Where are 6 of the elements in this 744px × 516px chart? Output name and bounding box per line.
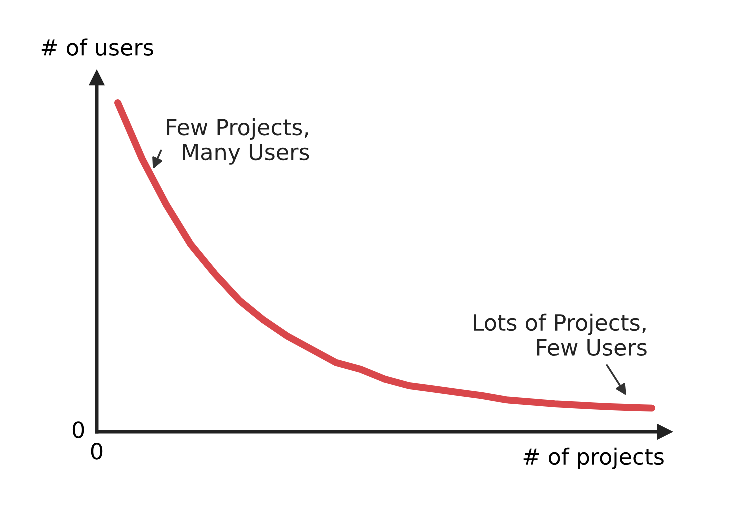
annotation: Few Projects, Many Users <box>167 118 310 165</box>
y-axis-title: # of users <box>42 38 154 56</box>
text: 0 <box>91 443 103 460</box>
x-axis-title: # of projects <box>524 448 664 470</box>
annotation: Lots of Projects, Few Users <box>474 314 647 356</box>
text: 0 <box>72 422 84 438</box>
